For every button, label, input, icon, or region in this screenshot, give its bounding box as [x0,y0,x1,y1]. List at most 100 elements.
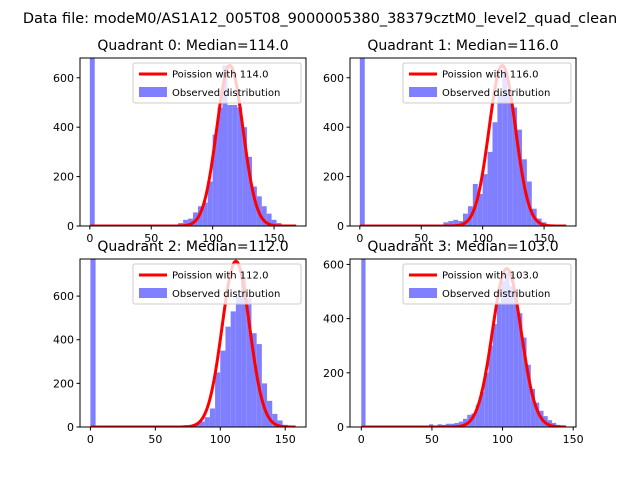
legend-entry-poisson: Poission with 116.0 [442,70,538,81]
histogram-bar [230,311,236,427]
histogram-bar [501,280,506,427]
histogram-bar [507,92,513,226]
y-tick-label: 600 [323,72,344,85]
histogram-bar [488,345,493,427]
y-tick-label: 0 [67,421,74,434]
legend-entry-observed: Observed distribution [172,88,280,99]
legend-entry-poisson: Poission with 114.0 [172,70,268,81]
histogram-bar [227,104,233,226]
histogram-bar [530,389,536,427]
histogram-bar [272,413,278,427]
legend-entry-observed: Observed distribution [442,88,550,99]
histogram-bar [271,219,277,226]
histogram-bar [505,272,510,427]
y-tick-label: 400 [323,121,344,134]
histogram-bar [188,218,193,226]
histogram-bar [183,219,189,226]
histogram-bar [450,423,455,427]
histogram-bar [458,421,463,427]
legend: Poission with 112.0 Observed distribution [132,263,302,305]
figure-suptitle: Data file: modeM0/AS1A12_005T08_90000053… [23,11,617,27]
y-tick-label: 0 [337,220,344,233]
histogram-bar [204,417,210,427]
panel-title: Quadrant 2: Median=112.0 [97,239,288,255]
x-tick-label: 0 [86,232,93,245]
axes-frame [349,57,577,227]
y-tick-label: 200 [323,367,344,380]
x-tick-label: 150 [563,433,584,446]
histogram-bar [237,107,243,226]
axes-frame [79,57,307,227]
x-tick-label: 0 [358,433,365,446]
histogram-bar [463,213,468,226]
histogram-bar [475,405,480,427]
y-tick-label: 200 [53,377,74,390]
histogram-bar [512,107,518,226]
poisson-curve [89,63,297,226]
poisson-curve [361,266,567,427]
y-tick-label: 600 [53,290,74,303]
y-tick-label: 600 [323,258,344,271]
y-tick-label: 400 [53,334,74,347]
histogram-bar [497,95,503,226]
quadrant-panel-3: 0 50 100 150 0 200 400 600 Quadrant 3: Median=10… [323,239,584,446]
histogram-bar [471,413,476,427]
histogram-bar [535,402,540,427]
histogram-bar [484,372,489,427]
x-tick-label: 100 [210,433,231,446]
histogram-bar [261,206,267,226]
histogram-bar [453,219,459,226]
histogram-bar [496,302,502,427]
histogram-bar [492,122,498,226]
y-tick-label: 400 [323,313,344,326]
legend-box [402,62,572,104]
x-tick-label: 50 [414,232,428,245]
histogram-bar [251,333,257,427]
quadrant-panel-2: 0 50 100 150 0 200 400 600 Quadrant 2: Median=11… [53,239,307,446]
histogram-bar [492,324,497,427]
legend-patch-swatch [139,87,167,97]
histogram-bar [251,186,257,226]
histogram-bar [443,222,449,226]
x-tick-label: 150 [275,433,296,446]
histogram-bar [361,259,366,427]
histogram-bar [477,193,483,226]
legend-patch-swatch [409,288,437,298]
legend: Poission with 116.0 Observed distribution [402,62,572,104]
y-tick-label: 0 [67,220,74,233]
histogram [361,259,565,427]
histogram-bar [235,296,242,427]
histogram-bar [266,213,272,226]
y-tick-label: 200 [323,171,344,184]
histogram-bar [446,423,451,427]
histogram-bar [454,422,459,427]
legend-patch-swatch [139,288,167,298]
histogram-bar [242,127,248,226]
legend: Poission with 114.0 Observed distribution [132,62,302,104]
legend-box [402,263,572,305]
y-tick-label: 400 [53,121,74,134]
histogram-bar [222,65,228,226]
x-tick-label: 50 [425,433,439,446]
histogram-bar [89,58,95,226]
y-tick-label: 200 [53,171,74,184]
histogram-bar [217,107,223,226]
histogram-bar [220,350,226,427]
histogram-bar [448,221,454,226]
histogram-bar [479,391,485,427]
x-tick-label: 150 [534,232,555,245]
y-tick-label: 0 [337,421,344,434]
legend-box [132,62,302,104]
histogram-bar [277,420,283,427]
histogram-bar [225,326,231,427]
histogram-bar [267,400,273,427]
x-tick-label: 50 [148,433,162,446]
legend-box [132,263,302,305]
x-tick-label: 150 [264,232,285,245]
histogram-bar [502,70,508,226]
histogram-bar [199,421,205,427]
histogram-bar [202,202,208,226]
histogram-bar [241,278,247,427]
histogram-bar [513,296,519,427]
x-tick-label: 100 [472,232,493,245]
